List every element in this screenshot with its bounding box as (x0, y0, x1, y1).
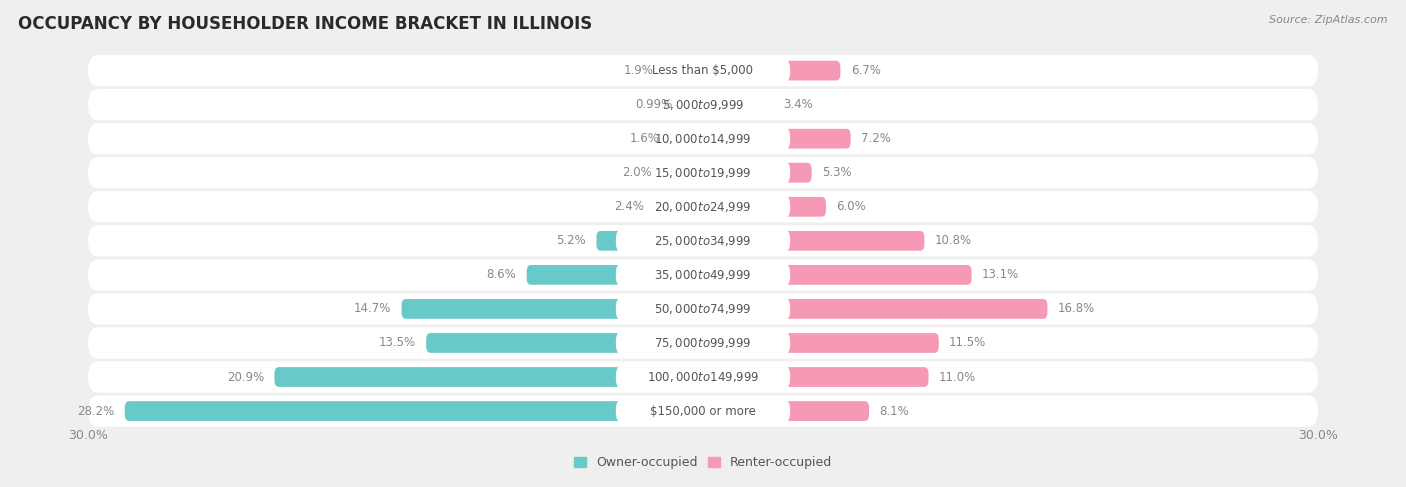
Text: 2.4%: 2.4% (613, 200, 644, 213)
Text: 1.6%: 1.6% (630, 132, 659, 145)
Text: 1.9%: 1.9% (624, 64, 654, 77)
Text: 14.7%: 14.7% (354, 302, 391, 316)
Text: 0.99%: 0.99% (636, 98, 672, 111)
Text: $50,000 to $74,999: $50,000 to $74,999 (654, 302, 752, 316)
FancyBboxPatch shape (616, 366, 790, 388)
FancyBboxPatch shape (703, 333, 939, 353)
FancyBboxPatch shape (87, 259, 1319, 291)
Text: 10.8%: 10.8% (935, 234, 972, 247)
Text: 8.6%: 8.6% (486, 268, 516, 281)
FancyBboxPatch shape (616, 128, 790, 150)
Text: 6.0%: 6.0% (837, 200, 866, 213)
FancyBboxPatch shape (402, 299, 703, 319)
Text: 2.0%: 2.0% (621, 166, 652, 179)
FancyBboxPatch shape (87, 395, 1319, 427)
FancyBboxPatch shape (87, 361, 1319, 393)
FancyBboxPatch shape (87, 327, 1319, 358)
Text: 11.5%: 11.5% (949, 337, 986, 350)
FancyBboxPatch shape (527, 265, 703, 285)
Text: $10,000 to $14,999: $10,000 to $14,999 (654, 131, 752, 146)
FancyBboxPatch shape (616, 298, 790, 320)
FancyBboxPatch shape (616, 94, 790, 116)
FancyBboxPatch shape (703, 61, 841, 80)
Text: $150,000 or more: $150,000 or more (650, 405, 756, 417)
FancyBboxPatch shape (703, 231, 925, 251)
Legend: Owner-occupied, Renter-occupied: Owner-occupied, Renter-occupied (568, 451, 838, 474)
FancyBboxPatch shape (87, 55, 1319, 86)
FancyBboxPatch shape (664, 61, 703, 80)
Text: $35,000 to $49,999: $35,000 to $49,999 (654, 268, 752, 282)
FancyBboxPatch shape (703, 299, 1047, 319)
FancyBboxPatch shape (87, 89, 1319, 120)
FancyBboxPatch shape (426, 333, 703, 353)
FancyBboxPatch shape (683, 95, 703, 114)
Text: OCCUPANCY BY HOUSEHOLDER INCOME BRACKET IN ILLINOIS: OCCUPANCY BY HOUSEHOLDER INCOME BRACKET … (18, 15, 592, 33)
Text: 30.0%: 30.0% (67, 429, 108, 442)
FancyBboxPatch shape (616, 400, 790, 422)
Text: 11.0%: 11.0% (939, 371, 976, 384)
FancyBboxPatch shape (596, 231, 703, 251)
FancyBboxPatch shape (87, 191, 1319, 223)
FancyBboxPatch shape (87, 123, 1319, 154)
Text: 30.0%: 30.0% (1298, 429, 1339, 442)
FancyBboxPatch shape (671, 129, 703, 149)
FancyBboxPatch shape (703, 367, 928, 387)
Text: 7.2%: 7.2% (860, 132, 891, 145)
FancyBboxPatch shape (616, 263, 790, 286)
Text: 13.5%: 13.5% (378, 337, 416, 350)
FancyBboxPatch shape (87, 157, 1319, 188)
Text: $25,000 to $34,999: $25,000 to $34,999 (654, 234, 752, 248)
FancyBboxPatch shape (703, 129, 851, 149)
Text: 8.1%: 8.1% (879, 405, 910, 417)
FancyBboxPatch shape (616, 59, 790, 82)
Text: Source: ZipAtlas.com: Source: ZipAtlas.com (1270, 15, 1388, 25)
Text: $75,000 to $99,999: $75,000 to $99,999 (654, 336, 752, 350)
Text: 5.2%: 5.2% (557, 234, 586, 247)
Text: 13.1%: 13.1% (981, 268, 1019, 281)
FancyBboxPatch shape (662, 163, 703, 183)
FancyBboxPatch shape (125, 401, 703, 421)
FancyBboxPatch shape (87, 225, 1319, 257)
Text: $100,000 to $149,999: $100,000 to $149,999 (647, 370, 759, 384)
FancyBboxPatch shape (703, 95, 773, 114)
FancyBboxPatch shape (616, 162, 790, 184)
Text: 20.9%: 20.9% (226, 371, 264, 384)
FancyBboxPatch shape (616, 196, 790, 218)
Text: Less than $5,000: Less than $5,000 (652, 64, 754, 77)
FancyBboxPatch shape (703, 197, 827, 217)
FancyBboxPatch shape (703, 265, 972, 285)
FancyBboxPatch shape (274, 367, 703, 387)
Text: 5.3%: 5.3% (823, 166, 852, 179)
Text: 28.2%: 28.2% (77, 405, 114, 417)
FancyBboxPatch shape (616, 332, 790, 354)
Text: $15,000 to $19,999: $15,000 to $19,999 (654, 166, 752, 180)
Text: $5,000 to $9,999: $5,000 to $9,999 (662, 97, 744, 112)
Text: 3.4%: 3.4% (783, 98, 813, 111)
Text: $20,000 to $24,999: $20,000 to $24,999 (654, 200, 752, 214)
FancyBboxPatch shape (654, 197, 703, 217)
FancyBboxPatch shape (616, 229, 790, 252)
Text: 6.7%: 6.7% (851, 64, 880, 77)
Text: 16.8%: 16.8% (1057, 302, 1095, 316)
FancyBboxPatch shape (703, 163, 811, 183)
FancyBboxPatch shape (703, 401, 869, 421)
FancyBboxPatch shape (87, 293, 1319, 324)
